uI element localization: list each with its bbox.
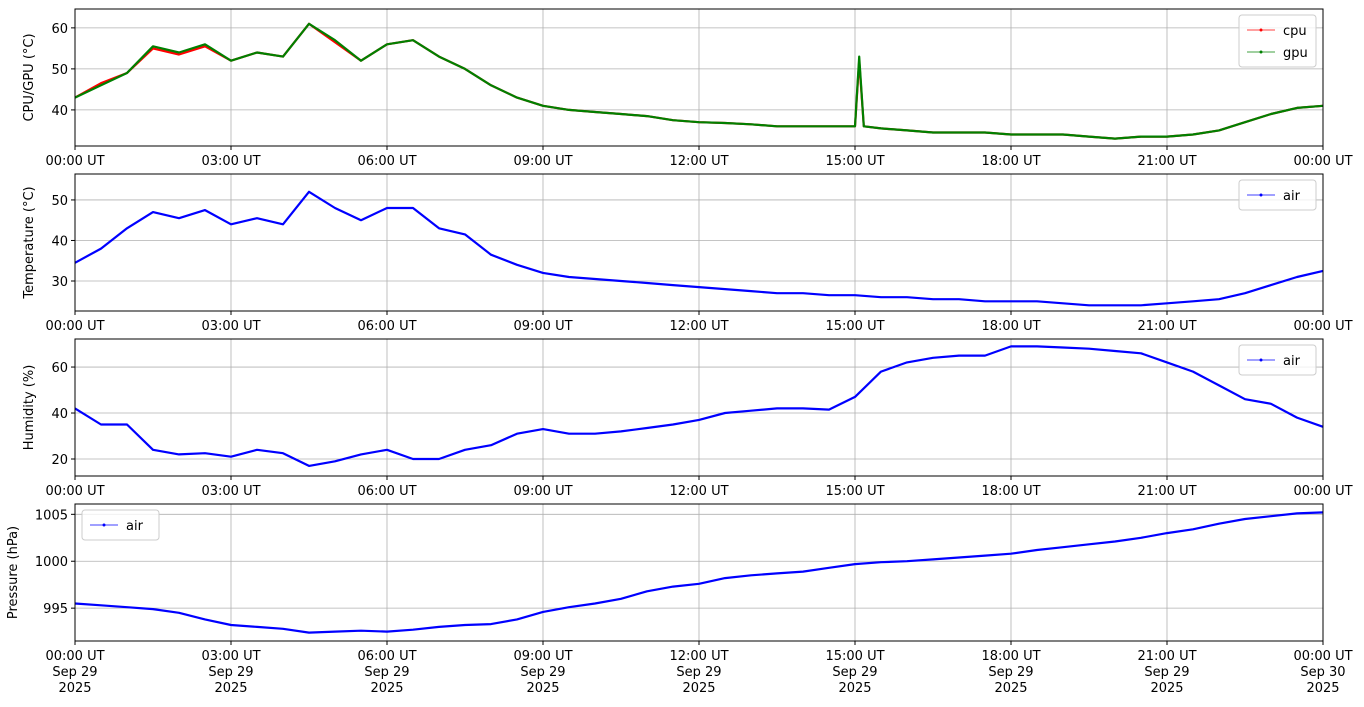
y-axis-label: CPU/GPU (°C) <box>22 33 37 121</box>
x-tick-label: 18:00 UT <box>981 319 1040 334</box>
legend-box <box>1238 14 1317 68</box>
legend: air <box>81 509 160 541</box>
x-tick-label: 00:00 UT Sep 29 2025 <box>45 649 104 696</box>
subplot: 00:00 UT 03:00 UT 06:00 UT 09:00 UT 12:00 UT… <box>22 338 1353 499</box>
y-tick-label: 20 <box>51 453 68 468</box>
x-tick-label: 06:00 UT Sep 29 2025 <box>357 649 416 696</box>
x-tick-label: 00:00 UT <box>45 319 104 334</box>
y-axis-label: Humidity (%) <box>22 365 37 451</box>
x-tick-label: 15:00 UT <box>825 154 884 169</box>
legend-marker <box>1259 193 1263 197</box>
x-tick-label: 00:00 UT Sep 30 2025 <box>1293 649 1352 696</box>
legend-marker <box>1259 28 1263 32</box>
x-tick-label: 03:00 UT <box>201 319 260 334</box>
x-tick-label: 03:00 UT <box>201 484 260 499</box>
legend-box <box>1238 344 1317 376</box>
x-tick-label: 21:00 UT <box>1137 154 1196 169</box>
x-tick-label: 15:00 UT <box>825 319 884 334</box>
x-tick-label: 06:00 UT <box>357 319 416 334</box>
plot-frame <box>74 503 1324 642</box>
plot-frame <box>74 338 1324 477</box>
legend-label: gpu <box>1283 46 1308 61</box>
y-tick-label: 40 <box>51 234 68 249</box>
x-tick-label: 15:00 UT <box>825 484 884 499</box>
x-tick-label: 06:00 UT <box>357 154 416 169</box>
x-tick-label: 21:00 UT <box>1137 319 1196 334</box>
series-line <box>74 22 1324 140</box>
x-tick-label: 18:00 UT Sep 29 2025 <box>981 649 1040 696</box>
x-tick-label: 00:00 UT <box>1293 154 1352 169</box>
legend-label: air <box>1283 189 1301 204</box>
x-tick-label: 09:00 UT <box>513 484 572 499</box>
series-line <box>74 190 1324 307</box>
legend-label: air <box>1283 354 1301 369</box>
y-tick-label: 50 <box>51 63 68 78</box>
x-tick-label: 09:00 UT Sep 29 2025 <box>513 649 572 696</box>
y-tick-label: 40 <box>51 407 68 422</box>
legend: air <box>1238 344 1317 376</box>
series-line <box>74 511 1324 634</box>
subplot: 00:00 UT 03:00 UT 06:00 UT 09:00 UT 12:00 UT… <box>22 8 1353 169</box>
y-axis-label: Temperature (°C) <box>22 186 37 299</box>
x-tick-label: 00:00 UT <box>45 484 104 499</box>
x-tick-label: 00:00 UT <box>45 154 104 169</box>
legend-marker <box>1259 358 1263 362</box>
x-tick-label: 09:00 UT <box>513 319 572 334</box>
x-tick-label: 21:00 UT Sep 29 2025 <box>1137 649 1196 696</box>
x-tick-label: 21:00 UT <box>1137 484 1196 499</box>
x-tick-label: 06:00 UT <box>357 484 416 499</box>
y-tick-label: 50 <box>51 194 68 209</box>
x-tick-label: 09:00 UT <box>513 154 572 169</box>
legend-box <box>81 509 160 541</box>
x-tick-label: 00:00 UT <box>1293 319 1352 334</box>
y-tick-label: 1000 <box>35 555 68 570</box>
x-tick-label: 18:00 UT <box>981 154 1040 169</box>
subplot: 00:00 UT Sep 29 2025 03:00 UT Sep 29 2025 06:0… <box>6 503 1353 696</box>
x-tick-label: 15:00 UT Sep 29 2025 <box>825 649 884 696</box>
legend-label: cpu <box>1283 24 1307 39</box>
y-tick-label: 40 <box>51 104 68 119</box>
y-tick-label: 60 <box>51 22 68 37</box>
legend-label: air <box>126 519 144 534</box>
y-axis-label: Pressure (hPa) <box>6 526 21 619</box>
legend-box <box>1238 179 1317 211</box>
legend-marker <box>102 523 106 527</box>
y-tick-label: 60 <box>51 361 68 376</box>
y-tick-label: 30 <box>51 275 68 290</box>
x-tick-label: 12:00 UT Sep 29 2025 <box>669 649 728 696</box>
subplot: 00:00 UT 03:00 UT 06:00 UT 09:00 UT 12:00 UT… <box>22 173 1353 334</box>
legend-marker <box>1259 50 1263 54</box>
y-tick-label: 995 <box>43 602 68 617</box>
legend: cpu gpu <box>1238 14 1317 68</box>
x-tick-label: 18:00 UT <box>981 484 1040 499</box>
series-line <box>74 345 1324 467</box>
plot-frame <box>74 173 1324 312</box>
legend: air <box>1238 179 1317 211</box>
x-tick-label: 12:00 UT <box>669 484 728 499</box>
plot-frame <box>74 8 1324 147</box>
x-tick-label: 00:00 UT <box>1293 484 1352 499</box>
x-tick-label: 12:00 UT <box>669 319 728 334</box>
x-tick-label: 03:00 UT Sep 29 2025 <box>201 649 260 696</box>
x-tick-label: 03:00 UT <box>201 154 260 169</box>
x-tick-label: 12:00 UT <box>669 154 728 169</box>
y-tick-label: 1005 <box>35 508 68 523</box>
